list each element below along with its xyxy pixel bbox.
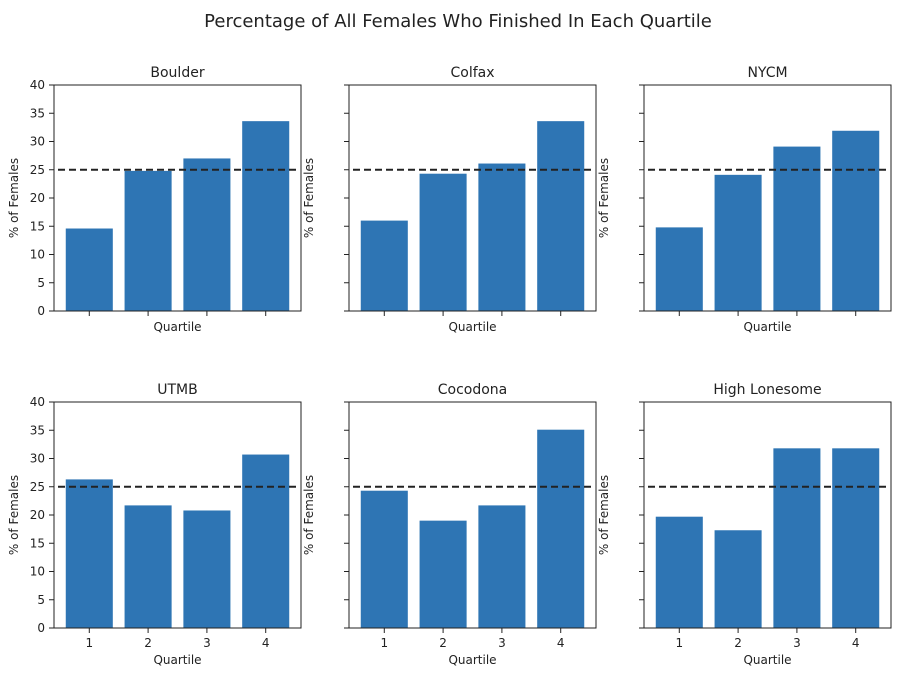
y-tick-label: 5 [37, 276, 45, 290]
x-tick-label: 2 [734, 636, 742, 650]
subplot-high-lonesome: High Lonesome 1 2 3 4 Quartile % of Females [597, 382, 892, 667]
y-tick-label: 35 [30, 423, 45, 437]
bar-3 [183, 158, 231, 311]
bar-2 [124, 505, 172, 628]
y-tick-label: 0 [37, 621, 45, 635]
x-tick-label: 3 [203, 636, 211, 650]
x-tick-label: 1 [675, 636, 683, 650]
x-axis-label: Quartile [153, 320, 201, 334]
x-axis-label: Quartile [448, 653, 496, 667]
x-tick-label: 1 [380, 636, 388, 650]
y-tick-label: 40 [30, 78, 45, 92]
y-tick-label: 40 [30, 395, 45, 409]
subplot-nycm: NYCM Quartile % of Females [597, 65, 892, 334]
x-tick-label: 3 [498, 636, 506, 650]
subplot-title: Boulder [150, 65, 204, 81]
bar-2 [419, 520, 467, 628]
y-tick-label: 30 [30, 135, 45, 149]
y-axis-label: % of Females [597, 475, 611, 555]
subplot-boulder: Boulder 0 5 10 15 20 25 30 35 40 Quartile % of Fema… [7, 65, 302, 334]
y-axis-label: % of Females [597, 158, 611, 238]
subplot-cocodona: Cocodona 1 2 3 4 Quartile % of Females [302, 382, 597, 667]
x-tick-label: 4 [262, 636, 270, 650]
subplot-title: High Lonesome [713, 382, 821, 398]
bar-4 [242, 121, 290, 311]
figure-title: Percentage of All Females Who Finished I… [204, 11, 712, 32]
y-tick-label: 10 [30, 565, 45, 579]
subplot-title: NYCM [747, 65, 787, 81]
x-axis-label: Quartile [743, 653, 791, 667]
x-axis-label: Quartile [448, 320, 496, 334]
y-tick-label: 10 [30, 248, 45, 262]
x-tick-label: 1 [85, 636, 93, 650]
y-axis-label: % of Females [302, 158, 316, 238]
x-tick-label: 2 [439, 636, 447, 650]
y-tick-label: 35 [30, 106, 45, 120]
bar-3 [478, 163, 526, 311]
bar-1 [65, 228, 113, 311]
bar-2 [124, 170, 172, 311]
bar-4 [242, 454, 290, 628]
bar-4 [832, 130, 880, 311]
subplot-utmb: UTMB 0 5 10 15 20 25 30 35 40 1 2 3 4 Quartile % of Fem… [7, 382, 302, 667]
bar-1 [65, 479, 113, 628]
y-axis-label: % of Females [7, 475, 21, 555]
bar-1 [360, 490, 408, 628]
subplot-colfax: Colfax Quartile % of Females [302, 65, 597, 334]
y-tick-label: 20 [30, 508, 45, 522]
bar-3 [773, 146, 821, 311]
subplot-title: UTMB [157, 382, 197, 398]
bar-4 [537, 429, 585, 628]
bar-2 [419, 173, 467, 311]
x-axis-label: Quartile [743, 320, 791, 334]
y-tick-label: 15 [30, 219, 45, 233]
x-axis-label: Quartile [153, 653, 201, 667]
y-tick-label: 25 [30, 480, 45, 494]
subplot-title: Colfax [450, 65, 494, 81]
y-axis-label: % of Females [302, 475, 316, 555]
bar-3 [773, 448, 821, 628]
x-tick-label: 4 [557, 636, 565, 650]
y-tick-label: 15 [30, 536, 45, 550]
y-axis-label: % of Females [7, 158, 21, 238]
x-tick-label: 2 [144, 636, 152, 650]
y-tick-label: 0 [37, 304, 45, 318]
y-tick-label: 5 [37, 593, 45, 607]
y-tick-label: 30 [30, 452, 45, 466]
subplot-title: Cocodona [438, 382, 508, 398]
y-tick-label: 20 [30, 191, 45, 205]
bar-2 [714, 174, 762, 311]
bar-2 [714, 530, 762, 628]
bar-1 [655, 516, 703, 628]
bar-4 [832, 448, 880, 628]
bar-1 [360, 220, 408, 311]
bar-4 [537, 121, 585, 311]
y-tick-label: 25 [30, 163, 45, 177]
bar-3 [183, 510, 231, 628]
x-tick-label: 4 [852, 636, 860, 650]
bar-1 [655, 227, 703, 311]
x-tick-label: 3 [793, 636, 801, 650]
bar-3 [478, 505, 526, 628]
